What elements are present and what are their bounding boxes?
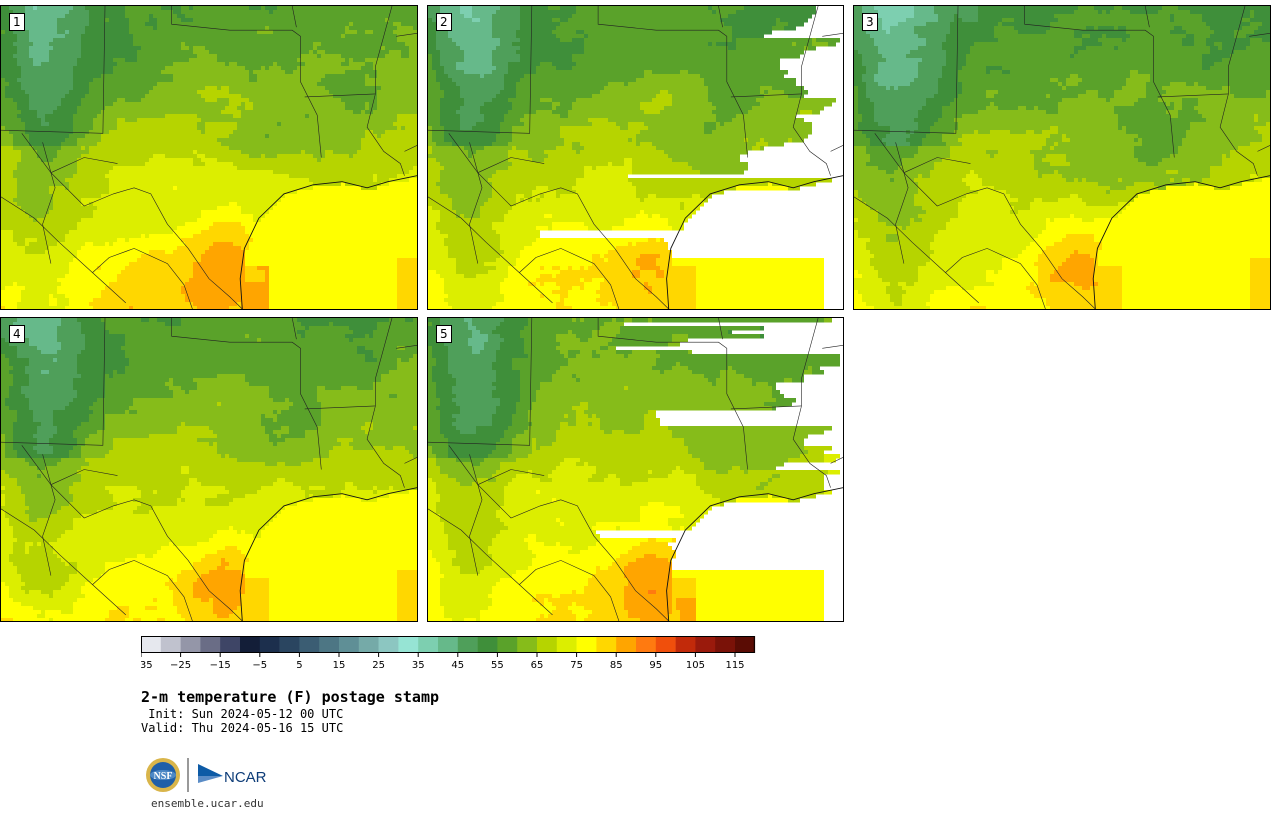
colorbar-swatch	[537, 636, 558, 653]
member-panel-5: 5	[427, 317, 844, 622]
colorbar-swatch	[636, 636, 657, 653]
coastline	[666, 487, 843, 621]
colorbar-swatch	[695, 636, 716, 653]
colorbar-tick-label: 5	[296, 660, 302, 671]
colorbar-swatch	[398, 636, 419, 653]
political-borders	[428, 318, 843, 621]
colorbar-swatch	[180, 636, 201, 653]
colorbar-swatch	[655, 636, 676, 653]
product-title: 2-m temperature (F) postage stamp	[141, 688, 440, 706]
temperature-map-5	[428, 318, 843, 621]
temperature-map-4	[1, 318, 417, 621]
temperature-field	[854, 6, 1270, 309]
colorbar-tick-label: −35	[141, 660, 153, 671]
colorbar-swatch	[259, 636, 280, 653]
colorbar-swatch	[616, 636, 637, 653]
colorbar-frame	[141, 636, 755, 653]
member-panel-3: 3	[853, 5, 1271, 310]
colorbar-swatch	[596, 636, 617, 653]
ncar-logo-icon: NCAR	[198, 764, 267, 786]
colorbar-swatch	[339, 636, 360, 653]
colorbar-swatch	[319, 636, 340, 653]
coastline	[1092, 175, 1270, 309]
political-borders	[854, 6, 1270, 309]
coastline	[239, 175, 417, 309]
nsf-logo-icon: NSF	[146, 758, 180, 792]
colorbar-swatch	[576, 636, 597, 653]
agency-logos: NSF NCAR	[146, 758, 267, 792]
colorbar-swatch	[477, 636, 498, 653]
colorbar-swatch	[457, 636, 478, 653]
temperature-map-3	[854, 6, 1270, 309]
colorbar-swatch	[556, 636, 577, 653]
colorbar-swatch	[735, 636, 756, 653]
colorbar-tick-label: 55	[491, 660, 504, 671]
member-label-3: 3	[862, 13, 878, 31]
valid-time: Valid: Thu 2024-05-16 15 UTC	[141, 721, 344, 735]
colorbar-swatch	[299, 636, 320, 653]
member-label-1: 1	[9, 13, 25, 31]
colorbar-tick-label: 95	[649, 660, 662, 671]
colorbar-tick-label: 35	[412, 660, 425, 671]
temperature-field	[428, 318, 840, 621]
colorbar-swatch	[378, 636, 399, 653]
member-panel-2: 2	[427, 5, 844, 310]
temperature-field	[1, 6, 417, 309]
colorbar-tick-label: 115	[725, 660, 744, 671]
colorbar-swatch	[358, 636, 379, 653]
member-panel-1: 1	[0, 5, 418, 310]
colorbar-swatch	[418, 636, 439, 653]
temperature-colorbar: −35 −25 −15 −5 5 15 25 35 45 55 65 75 85 95 105 115	[141, 636, 756, 671]
colorbar-swatch	[497, 636, 518, 653]
nsf-logo-text: NSF	[154, 771, 173, 782]
colorbar-tick-label: 85	[610, 660, 623, 671]
temperature-field	[428, 6, 840, 309]
political-borders	[1, 6, 417, 309]
member-panel-4: 4	[0, 317, 418, 622]
coastline	[239, 487, 417, 621]
ncar-logo-text: NCAR	[224, 769, 267, 786]
colorbar-swatch	[240, 636, 261, 653]
colorbar-swatch	[160, 636, 181, 653]
temperature-map-2	[428, 6, 843, 309]
init-time: Init: Sun 2024-05-12 00 UTC	[141, 707, 344, 721]
colorbar-swatch	[675, 636, 696, 653]
colorbar-swatch	[279, 636, 300, 653]
colorbar-tick-label: 75	[570, 660, 583, 671]
colorbar-tick-label: −15	[210, 660, 231, 671]
member-label-5: 5	[436, 325, 452, 343]
colorbar-tick-label: −25	[170, 660, 191, 671]
member-label-2: 2	[436, 13, 452, 31]
colorbar-tick-label: −5	[252, 660, 267, 671]
colorbar-tick-label: 45	[451, 660, 464, 671]
colorbar-tick-label: 15	[333, 660, 346, 671]
colorbar-tick-label: 65	[531, 660, 544, 671]
colorbar-tick-label: 105	[686, 660, 705, 671]
member-label-4: 4	[9, 325, 25, 343]
colorbar-swatch	[220, 636, 241, 653]
coastline	[666, 175, 843, 309]
political-borders	[428, 6, 843, 309]
temperature-field	[1, 318, 417, 621]
colorbar-swatch	[517, 636, 538, 653]
colorbar-tick-label: 25	[372, 660, 385, 671]
political-borders	[1, 318, 417, 621]
website-url: ensemble.ucar.edu	[151, 797, 264, 810]
colorbar-swatch	[141, 636, 162, 653]
temperature-map-1	[1, 6, 417, 309]
colorbar-swatch	[715, 636, 736, 653]
colorbar-swatch	[200, 636, 221, 653]
colorbar-swatch	[438, 636, 459, 653]
